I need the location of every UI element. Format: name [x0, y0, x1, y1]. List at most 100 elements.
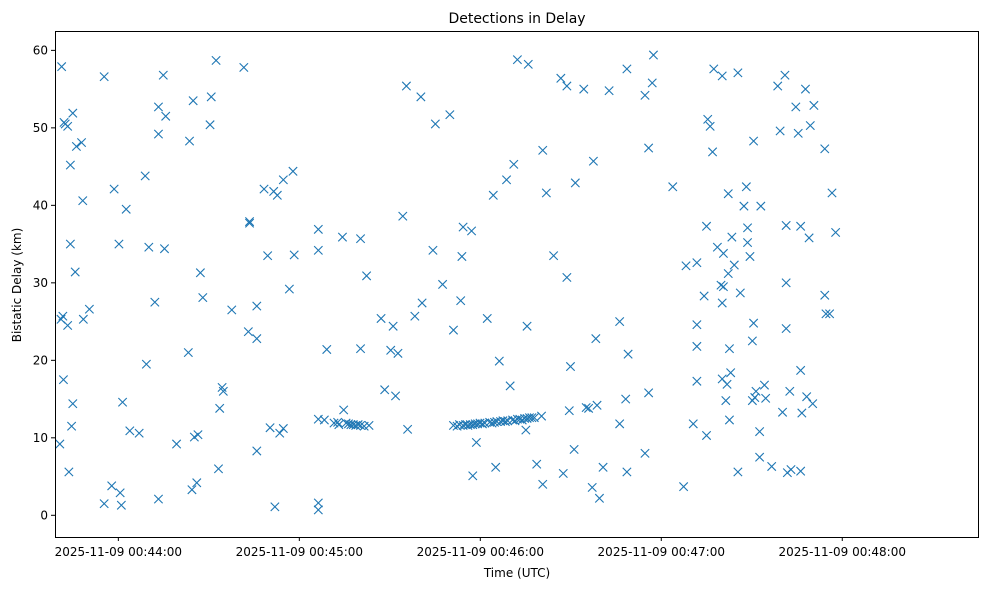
scatter-point — [733, 467, 743, 477]
scatter-point — [647, 78, 657, 88]
scatter-point — [679, 482, 689, 492]
scatter-point — [727, 232, 737, 242]
scatter-point — [218, 386, 228, 396]
scatter-point — [205, 120, 215, 130]
scatter-point — [622, 467, 632, 477]
scatter-point — [692, 376, 702, 386]
scatter-point — [252, 334, 262, 344]
scatter-point — [99, 499, 109, 509]
scatter-point — [592, 400, 602, 410]
scatter-point — [184, 136, 195, 146]
scatter-point — [701, 221, 712, 231]
scatter-point — [198, 292, 208, 303]
scatter-point — [512, 55, 522, 65]
scatter-point — [244, 217, 255, 227]
y-tick-label: 10 — [33, 431, 48, 445]
scatter-point — [159, 244, 170, 254]
scatter-point — [699, 291, 709, 301]
scatter-point — [781, 323, 791, 334]
scatter-point — [701, 430, 712, 441]
scatter-point — [456, 296, 466, 306]
scatter-point — [527, 413, 537, 423]
scatter-point — [430, 119, 440, 129]
scatter-point — [393, 348, 403, 358]
scatter-point — [334, 420, 344, 430]
scatter-point — [117, 397, 128, 407]
scatter-point — [63, 121, 73, 131]
scatter-point — [786, 464, 796, 475]
scatter-point — [401, 81, 411, 91]
scatter-point — [153, 129, 164, 139]
scatter-point — [541, 188, 551, 198]
scatter-point — [278, 423, 288, 434]
scatter-point — [353, 420, 363, 430]
scatter-point — [403, 424, 413, 434]
scatter-point — [733, 68, 743, 78]
scatter-point — [709, 64, 719, 74]
data-points — [55, 50, 841, 515]
scatter-point — [745, 251, 755, 262]
x-tick-label: 2025-11-09 00:48:00 — [779, 545, 906, 559]
scatter-point — [500, 416, 510, 427]
scatter-point — [284, 284, 294, 294]
scatter-point — [206, 92, 216, 102]
scatter-point — [78, 196, 88, 206]
scatter-point — [781, 220, 791, 231]
scatter-point — [718, 282, 729, 292]
scatter-point — [171, 439, 182, 449]
scatter-point — [410, 311, 420, 321]
scatter-point — [263, 251, 273, 261]
scatter-point — [827, 188, 837, 198]
scatter-point — [68, 108, 78, 118]
scatter-point — [158, 70, 168, 80]
scatter-point — [213, 464, 224, 474]
scatter-point — [322, 344, 332, 355]
scatter-point — [416, 92, 426, 102]
scatter-point — [804, 233, 814, 243]
scatter-point — [265, 423, 275, 433]
scatter-point — [668, 182, 678, 192]
scatter-point — [313, 505, 323, 515]
scatter-point — [438, 279, 448, 289]
y-axis-label: Bistatic Delay (km) — [10, 228, 24, 343]
scatter-point — [688, 419, 698, 429]
scatter-point — [562, 272, 572, 283]
scatter-point — [773, 81, 783, 91]
scatter-point — [569, 444, 579, 455]
scatter-point — [78, 314, 88, 324]
scatter-point — [509, 159, 519, 169]
plot-frame — [55, 31, 979, 538]
scatter-point — [723, 268, 733, 279]
y-tick-label: 20 — [33, 353, 48, 367]
scatter-point — [521, 425, 531, 435]
scatter-point — [756, 201, 766, 211]
scatter-point — [364, 420, 374, 431]
scatter-point — [570, 178, 580, 188]
scatter-point — [57, 62, 67, 72]
scatter-point — [319, 415, 329, 425]
x-axis: 2025-11-09 00:44:00 2025-11-09 00:45:00 20… — [55, 537, 906, 559]
scatter-point — [195, 268, 205, 278]
scatter-point — [692, 320, 702, 330]
scatter-point — [361, 271, 372, 281]
scatter-point — [477, 419, 488, 429]
scatter-point — [70, 267, 80, 277]
scatter-point — [71, 141, 82, 152]
scatter-point — [505, 381, 515, 391]
scatter-point — [107, 481, 117, 491]
scatter-point — [153, 102, 164, 112]
scatter-point — [622, 64, 632, 74]
scatter-point — [471, 437, 481, 448]
scatter-point — [729, 260, 739, 270]
scatter-point — [313, 245, 323, 255]
scatter-point — [134, 428, 144, 438]
scatter-point — [140, 171, 150, 181]
scatter-point — [523, 59, 533, 69]
scatter-point — [587, 482, 597, 492]
scatter-point — [615, 316, 625, 327]
scatter-point — [529, 413, 539, 423]
scatter-point — [68, 399, 78, 409]
scatter-point — [488, 190, 498, 200]
scatter-point — [800, 84, 811, 94]
scatter-point — [153, 494, 164, 504]
